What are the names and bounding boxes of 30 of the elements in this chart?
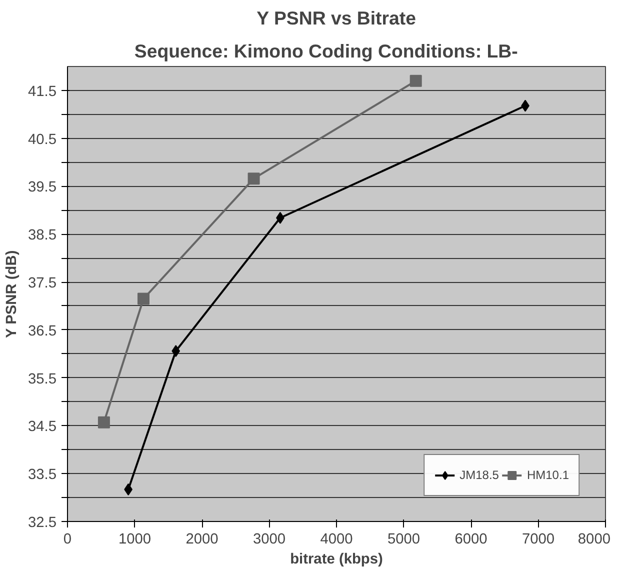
x-tick-label: 3000 [252, 532, 286, 548]
y-tick-label: 38.5 [28, 228, 57, 244]
y-tick-label: 40.5 [28, 132, 57, 148]
y-tick-label: 34.5 [28, 419, 57, 436]
y-tick-label: 41.5 [28, 84, 57, 100]
y-tick-label: 33.5 [28, 467, 57, 484]
chart-subtitle: Sequence: Kimono Coding Conditions: LB- [134, 40, 518, 62]
legend-label: HM10.1 [526, 468, 569, 482]
x-tick-label: 4000 [320, 532, 353, 548]
x-tick-label: 6000 [454, 532, 488, 548]
point [98, 416, 110, 428]
point [248, 172, 260, 185]
point [172, 344, 180, 357]
x-tick-label: 7000 [522, 532, 555, 548]
y-tick-label: 35.5 [28, 371, 57, 388]
x-axis-title: bitrate (kbps) [290, 552, 384, 568]
y-tick-label: 39.5 [28, 180, 57, 196]
legend-label: JM18.5 [460, 468, 499, 482]
y-tick-label: 37.5 [28, 276, 57, 292]
point [410, 74, 422, 87]
x-tick-label: 5000 [387, 532, 420, 548]
point [137, 292, 150, 305]
chart-title: Y PSNR vs Bitrate [256, 8, 416, 28]
x-tick-label: 0 [63, 532, 72, 548]
x-tick-label: 8000 [578, 532, 611, 548]
x-tick-label: 2000 [186, 532, 218, 548]
y-axis-title: Y PSNR (dB) [4, 250, 20, 338]
x-tick-label: 1000 [118, 532, 152, 548]
y-tick-label: 36.5 [28, 323, 57, 340]
y-tick-label: 32.5 [28, 515, 57, 531]
